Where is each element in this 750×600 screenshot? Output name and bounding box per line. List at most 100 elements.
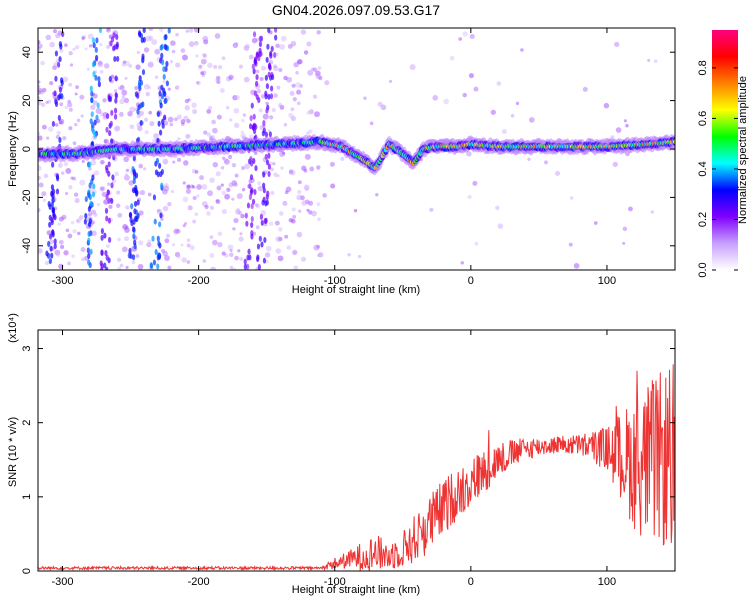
spectrogram-streak-cell (98, 28, 103, 34)
spectrogram-noise-cell (143, 117, 149, 122)
spectrogram-noise-cell (106, 182, 111, 186)
spectrogram-streak-cell (55, 173, 60, 180)
spectrogram-streak-cell (253, 90, 258, 97)
spectrogram-streak-cell (97, 81, 101, 88)
spectrogram-noise-cell (307, 69, 314, 76)
spectrogram-noise-cell (275, 43, 280, 49)
spectrogram-noise-cell (78, 215, 84, 220)
spectrogram-streak-cell (54, 98, 58, 105)
spectrogram-noise-cell (474, 241, 479, 246)
spectrogram-streak-cell (256, 243, 261, 250)
snr-x-tick-label: 100 (598, 576, 616, 588)
spectrogram-noise-cell (232, 227, 236, 231)
spectrogram-streak-cell (261, 199, 265, 206)
spectrogram-noise-cell (306, 131, 310, 135)
spectrogram-noise-cell (255, 203, 261, 209)
spectrogram-streak-cell (258, 41, 263, 48)
spectrogram-noise-cell (296, 194, 302, 201)
spectrogram-streak-cell (109, 40, 113, 47)
spectrogram-noise-cell (125, 168, 130, 172)
spectrogram-streak-cell (267, 28, 271, 34)
spectrogram-noise-cell (194, 212, 199, 216)
spectrogram-noise-cell (217, 231, 223, 237)
spectrogram-noise-cell (167, 265, 172, 270)
spectrogram-streak-cell (262, 257, 267, 264)
spectrogram-noise-cell (233, 182, 238, 187)
spectrogram-noise-cell (290, 107, 295, 112)
spectrogram-y-ticks: -40 -20 0 20 40 (21, 46, 675, 254)
spectrogram-noise-cell (569, 196, 574, 200)
spectrogram-noise-cell (187, 205, 193, 211)
spectrogram-streak-cell (164, 33, 168, 40)
spectrogram-noise-cell (72, 47, 76, 51)
spectrogram-noise-cell (216, 185, 222, 191)
spectrogram-noise-cell (101, 191, 107, 197)
spectrogram-noise-cell (301, 200, 308, 206)
spectrogram-streak-cell (157, 162, 162, 169)
spectrogram-noise-cell (375, 193, 379, 197)
spectrogram-noise-cell (80, 247, 86, 252)
spectrogram-noise-cell (295, 81, 302, 88)
spectrogram-noise-cell (316, 244, 321, 249)
spectrogram-noise-cell (209, 177, 215, 183)
spectrogram-noise-cell (38, 43, 43, 49)
spectrogram-streak-cell (112, 45, 116, 52)
spectrogram-streak-cell (267, 93, 271, 100)
spectrogram-noise-cell (186, 134, 190, 139)
spectrogram-noise-cell (106, 244, 110, 248)
spectrogram-noise-cell (296, 89, 302, 95)
spectrogram-noise-cell (192, 109, 198, 115)
spectrogram-streak-cell (264, 200, 268, 207)
spectrogram-noise-cell (215, 77, 221, 83)
spectrogram-noise-cell (184, 105, 190, 111)
spectrogram-noise-cell (103, 138, 110, 144)
spectrogram-noise-cell (47, 99, 52, 104)
spectrogram-noise-cell (38, 135, 43, 141)
spectrogram-streak-cell (253, 188, 257, 195)
spectrogram-streak-cell (163, 114, 167, 121)
spectrogram-noise-cell (510, 114, 515, 118)
spectrogram-streak-cell (252, 158, 256, 165)
spectrogram-noise-cell (206, 109, 212, 114)
spectrogram-streak-cell (100, 266, 104, 270)
spectrogram-noise-cell (243, 45, 250, 51)
spectrogram-noise-cell (277, 255, 284, 262)
spectrogram-noise-cell (137, 125, 143, 132)
spectrogram-noise-cell (469, 33, 475, 40)
spectrogram-streak-cell (95, 37, 99, 44)
spectrogram-streak-cell (113, 107, 118, 114)
spectrogram-noise-cell (108, 204, 113, 209)
spectrogram-noise-cell (43, 173, 49, 179)
spectrogram-y-label: Frequency (Hz) (7, 111, 19, 187)
spectrogram-noise-cell (128, 180, 134, 186)
spectrogram-noise-cell (201, 183, 208, 190)
spectrogram-streak-cell (113, 55, 117, 62)
spectrogram-streak-cell (251, 198, 256, 205)
spectrogram-noise-cell (264, 252, 271, 258)
spectrogram-noise-cell (377, 101, 383, 107)
spectrogram-streak-cell (258, 47, 262, 54)
spectrogram-noise-cell (270, 167, 274, 172)
spectrogram-streak-cell (100, 249, 104, 256)
spectrogram-noise-cell (182, 181, 186, 185)
spectrogram-noise-cell (275, 248, 282, 254)
spectrogram-noise-cell (201, 70, 207, 76)
spectrogram-noise-cell (315, 73, 322, 79)
spectrogram-streak-cell (156, 111, 160, 118)
spectrogram-streak-cell (268, 131, 272, 138)
spectrogram-noise-cell (239, 256, 244, 261)
spectrogram-noise-cell (64, 191, 69, 196)
spectrogram-noise-cell (472, 180, 478, 186)
spectrogram-noise-cell (159, 28, 164, 32)
snr-panel: -300 -200 -100 0 100 0 1 2 3 Height of straight… (7, 313, 676, 596)
spectrogram-noise-cell (186, 238, 191, 243)
spectrogram-noise-cell (160, 217, 164, 221)
spectrogram-noise-cell (185, 29, 189, 33)
spectrogram-streak-cell (262, 127, 266, 134)
spectrogram-noise-cell (199, 175, 204, 181)
spectrogram-noise-cell (121, 62, 126, 67)
spectrogram-noise-cell (297, 180, 302, 185)
spectrogram-noise-cell (554, 170, 561, 176)
spectrogram-noise-cell (429, 207, 434, 212)
spectrogram-noise-cell (573, 263, 580, 269)
